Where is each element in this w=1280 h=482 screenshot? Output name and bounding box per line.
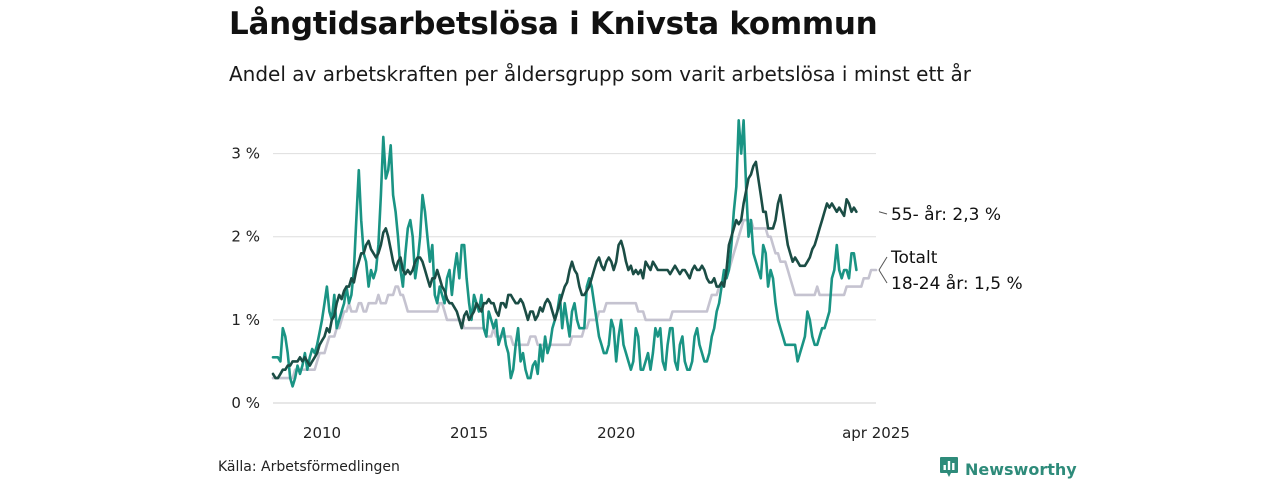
brand-name: Newsworthy — [965, 459, 1077, 479]
x-tick-label: 2010 — [303, 424, 341, 442]
chart-title: Långtidsarbetslösa i Knivsta kommun — [229, 6, 878, 42]
leader-line — [878, 256, 888, 271]
y-tick-label: 0 % — [231, 394, 260, 412]
series-line-age18_24 — [271, 119, 858, 388]
series-line-totalt — [271, 218, 878, 380]
y-axis-labels: 0 % 1 % 2 % 3 % — [231, 145, 260, 412]
x-axis-labels: 2010 2015 2020 apr 2025 — [303, 424, 910, 442]
chart-subtitle: Andel av arbetskraften per åldersgrupp s… — [229, 62, 971, 86]
x-tick-label: 2020 — [597, 424, 635, 442]
end-label-totalt: Totalt — [890, 248, 938, 268]
y-tick-label: 2 % — [231, 228, 260, 246]
end-label-age55: 55- år: 2,3 % — [891, 204, 1001, 225]
y-tick-label: 1 % — [231, 311, 260, 329]
series-line-age55 — [271, 160, 858, 380]
source-note: Källa: Arbetsförmedlingen — [218, 459, 400, 475]
leader-line — [878, 211, 888, 215]
gridlines — [273, 153, 876, 404]
bar-chart-icon — [939, 456, 959, 482]
x-tick-label: 2015 — [450, 424, 488, 442]
series-lines — [271, 119, 878, 388]
y-tick-label: 3 % — [231, 145, 260, 163]
brand-logo[interactable]: Newsworthy — [939, 456, 1077, 482]
leader-line — [878, 269, 888, 284]
end-label-age18_24: 18-24 år: 1,5 % — [891, 273, 1023, 294]
end-labels: Totalt 18-24 år: 1,5 % 55- år: 2,3 % — [878, 204, 1023, 294]
x-tick-label: apr 2025 — [842, 424, 910, 442]
